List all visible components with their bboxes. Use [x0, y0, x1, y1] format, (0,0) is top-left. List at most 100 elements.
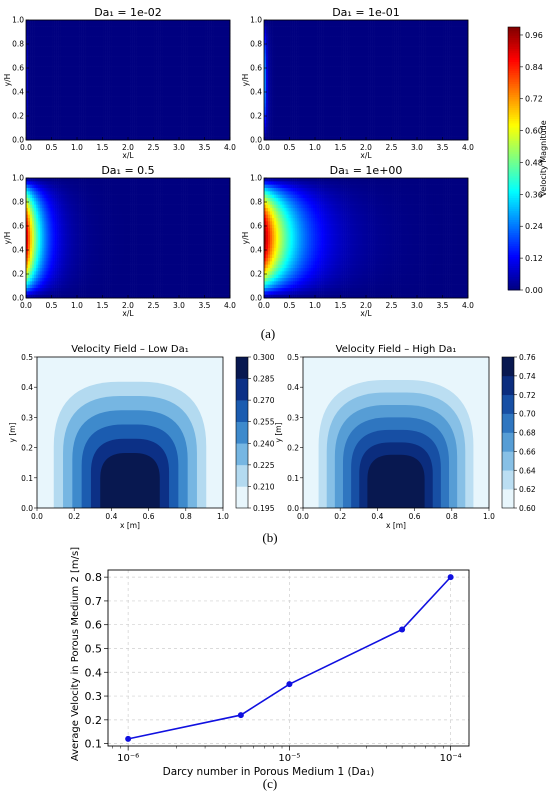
heatmap-cell	[270, 107, 272, 111]
heatmap-cell	[57, 20, 59, 24]
heatmap-cell	[57, 23, 59, 27]
heatmap-cell	[110, 83, 112, 87]
heatmap-cell	[28, 63, 30, 67]
heatmap-cell	[288, 53, 290, 57]
heatmap-cell	[185, 80, 187, 84]
heatmap-cell	[71, 123, 73, 127]
heatmap-cell	[321, 23, 323, 27]
heatmap-cell	[208, 83, 210, 87]
heatmap-cell	[157, 27, 159, 31]
heatmap-cell	[319, 130, 321, 134]
heatmap-cell	[114, 93, 116, 97]
heatmap-cell	[104, 60, 106, 64]
heatmap-cell	[148, 80, 150, 84]
heatmap-cell	[163, 40, 165, 44]
heatmap-cell	[75, 80, 77, 84]
heatmap-cell	[201, 23, 203, 27]
heatmap-cell	[199, 63, 201, 67]
heatmap-cell	[146, 70, 148, 74]
heatmap-cell	[268, 57, 270, 61]
heatmap-cell	[108, 37, 110, 41]
heatmap-cell	[201, 53, 203, 57]
heatmap-cell	[218, 63, 220, 67]
heatmap-cell	[132, 67, 134, 71]
heatmap-cell	[104, 87, 106, 91]
heatmap-cell	[50, 107, 52, 111]
heatmap-cell	[118, 87, 120, 91]
heatmap-cell	[214, 77, 216, 81]
heatmap-cell	[301, 73, 303, 77]
heatmap-cell	[303, 47, 305, 51]
heatmap-cell	[293, 23, 295, 27]
heatmap-cell	[297, 27, 299, 31]
heatmap-cell	[71, 90, 73, 94]
heatmap-cell	[201, 87, 203, 91]
heatmap-cell	[195, 67, 197, 71]
heatmap-cell	[130, 83, 132, 87]
heatmap-cell	[157, 23, 159, 27]
heatmap-cell	[55, 93, 57, 97]
heatmap-cell	[48, 50, 50, 54]
heatmap-cell	[148, 57, 150, 61]
heatmap-cell	[142, 77, 144, 81]
heatmap-cell	[280, 120, 282, 124]
heatmap-cell	[169, 73, 171, 77]
heatmap-cell	[97, 127, 99, 131]
heatmap-cell	[191, 67, 193, 71]
heatmap-cell	[101, 103, 103, 107]
heatmap-cell	[197, 40, 199, 44]
heatmap-cell	[104, 37, 106, 41]
heatmap-cell	[333, 53, 335, 57]
heatmap-cell	[171, 117, 173, 121]
heatmap-cell	[71, 33, 73, 37]
heatmap-cell	[67, 30, 69, 34]
heatmap-cell	[220, 93, 222, 97]
heatmap-cell	[284, 57, 286, 61]
heatmap-cell	[157, 53, 159, 57]
heatmap-cell	[28, 37, 30, 41]
heatmap-cell	[173, 90, 175, 94]
heatmap-cell	[91, 63, 93, 67]
heatmap-cell	[185, 67, 187, 71]
heatmap-cell	[83, 30, 85, 34]
heatmap-cell	[34, 40, 36, 44]
heatmap-cell	[224, 130, 226, 134]
heatmap-cell	[50, 37, 52, 41]
heatmap-cell	[142, 50, 144, 54]
heatmap-cell	[181, 120, 183, 124]
heatmap-cell	[106, 107, 108, 111]
heatmap-cell	[30, 27, 32, 31]
heatmap-cell	[144, 70, 146, 74]
heatmap-cell	[266, 60, 268, 64]
heatmap-cell	[337, 83, 339, 87]
heatmap-cell	[325, 70, 327, 74]
heatmap-cell	[214, 133, 216, 137]
heatmap-cell	[288, 73, 290, 77]
heatmap-cell	[140, 113, 142, 117]
heatmap-cell	[148, 83, 150, 87]
heatmap-cell	[91, 130, 93, 134]
heatmap-cell	[181, 37, 183, 41]
heatmap-cell	[132, 100, 134, 104]
heatmap-cell	[50, 53, 52, 57]
heatmap-cell	[187, 120, 189, 124]
heatmap-cell	[44, 107, 46, 111]
heatmap-cell	[315, 97, 317, 101]
heatmap-cell	[120, 63, 122, 67]
heatmap-cell	[112, 90, 114, 94]
heatmap-cell	[126, 60, 128, 64]
heatmap-cell	[110, 33, 112, 37]
heatmap-cell	[272, 123, 274, 127]
heatmap-cell	[112, 20, 114, 24]
heatmap-cell	[266, 107, 268, 111]
heatmap-cell	[85, 93, 87, 97]
heatmap-cell	[83, 40, 85, 44]
heatmap-cell	[210, 57, 212, 61]
heatmap-cell	[183, 67, 185, 71]
heatmap-cell	[321, 70, 323, 74]
heatmap-cell	[185, 90, 187, 94]
heatmap-cell	[134, 80, 136, 84]
heatmap-cell	[189, 133, 191, 137]
heatmap-cell	[195, 33, 197, 37]
heatmap-cell	[274, 107, 276, 111]
